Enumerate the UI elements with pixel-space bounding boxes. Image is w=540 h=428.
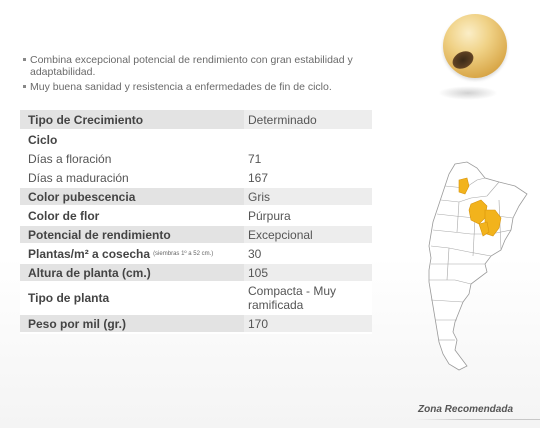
spec-label: Altura de planta (cm.) — [20, 264, 244, 281]
feature-item: Muy buena sanidad y resistencia a enferm… — [22, 81, 372, 93]
spec-value: 170 — [244, 315, 372, 332]
spec-label: Potencial de rendimiento — [20, 226, 244, 243]
zone-south — [478, 221, 490, 237]
recommended-zones — [458, 177, 502, 237]
table-row: Días a maduración 167 — [20, 169, 372, 188]
soybean-seed-icon — [443, 14, 507, 78]
spec-label: Color de flor — [20, 207, 244, 224]
spec-label: Días a maduración — [20, 169, 244, 186]
table-row: Tipo de Crecimiento Determinado — [20, 110, 372, 131]
table-row: Color de flor Púrpura — [20, 207, 372, 226]
spec-value: 105 — [244, 264, 372, 281]
table-row: Altura de planta (cm.) 105 — [20, 264, 372, 283]
table-row: Tipo de planta Compacta - Muy ramificada — [20, 283, 372, 315]
map-divider — [415, 419, 540, 420]
seed-shadow — [438, 86, 498, 100]
spec-label: Tipo de Crecimiento — [20, 110, 244, 129]
specs-table: Tipo de Crecimiento Determinado Ciclo Dí… — [20, 110, 372, 334]
spec-label: Color pubescencia — [20, 188, 244, 205]
features-list: Combina excepcional potencial de rendimi… — [22, 54, 372, 96]
zone-center-west — [468, 199, 488, 225]
spec-label: Peso por mil (gr.) — [20, 315, 244, 332]
spec-label: Plantas/m² a cosecha — [28, 246, 151, 261]
spec-label: Días a floración — [20, 150, 244, 167]
spec-value: 30 — [244, 245, 372, 262]
spec-value: 167 — [244, 169, 372, 186]
table-row: Color pubescencia Gris — [20, 188, 372, 207]
spec-label-with-note: Plantas/m² a cosecha (siembras 1º a 52 c… — [20, 245, 244, 262]
spec-value: Compacta - Muy ramificada — [244, 283, 372, 313]
spec-value: Gris — [244, 188, 372, 205]
spec-value: Púrpura — [244, 207, 372, 224]
feature-item: Combina excepcional potencial de rendimi… — [22, 54, 372, 78]
table-row: Plantas/m² a cosecha (siembras 1º a 52 c… — [20, 245, 372, 264]
spec-label: Ciclo — [20, 131, 244, 148]
spec-note: (siembras 1º a 52 cm.) — [153, 250, 214, 257]
table-row: Potencial de rendimiento Excepcional — [20, 226, 372, 245]
country-outline — [428, 161, 528, 371]
spec-value: 71 — [244, 150, 372, 167]
spec-value: Excepcional — [244, 226, 372, 243]
spec-label: Tipo de planta — [20, 283, 244, 313]
table-row: Días a floración 71 — [20, 150, 372, 169]
spec-value-text: Compacta - Muy ramificada — [248, 284, 337, 312]
zone-north — [458, 177, 470, 195]
spec-value: Determinado — [244, 110, 372, 129]
map-caption: Zona Recomendada — [418, 404, 514, 415]
argentina-map — [428, 161, 528, 371]
table-row: Ciclo — [20, 131, 372, 150]
table-row: Peso por mil (gr.) 170 — [20, 315, 372, 334]
spec-value — [244, 131, 372, 148]
